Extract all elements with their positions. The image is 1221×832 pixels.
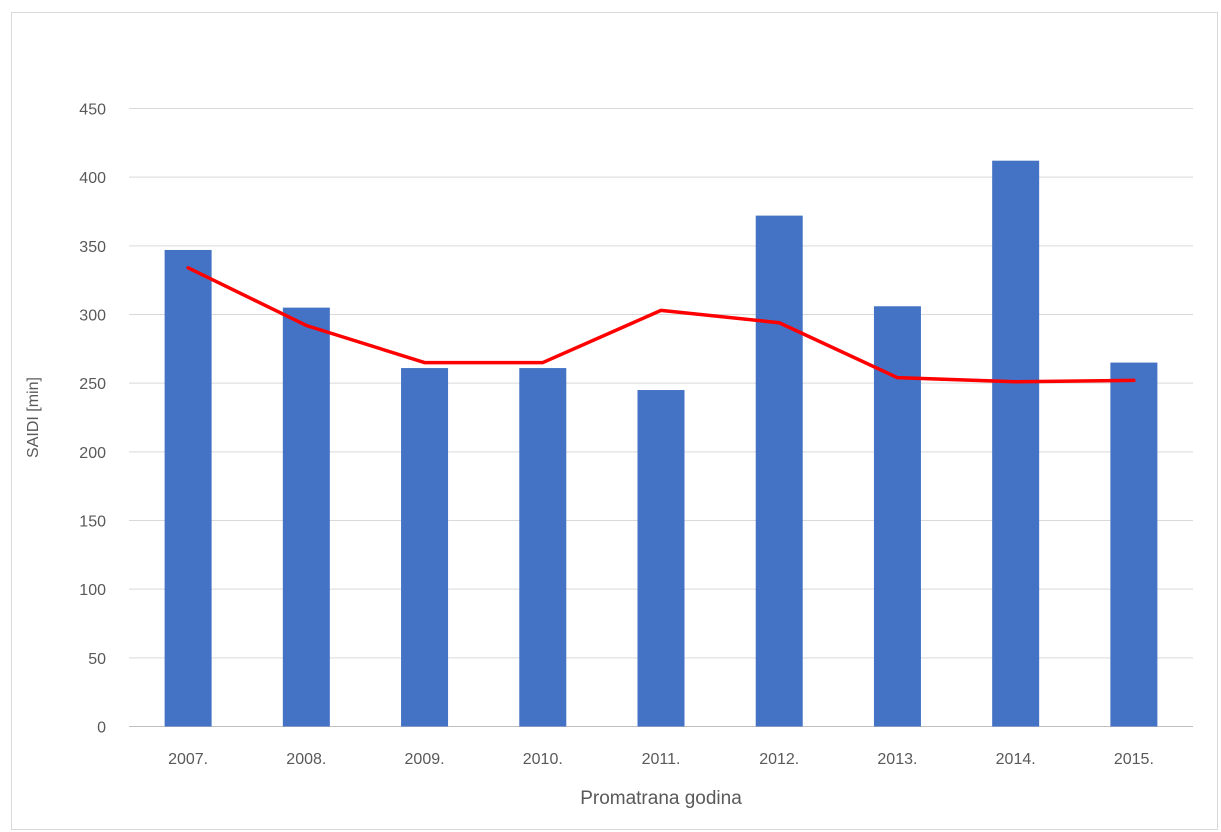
x-axis-ticks: 2007. 2008. 2009. 2010. 2011. 2012. 2013. 2014.… [168,751,1154,768]
x-tick-label: 2013. [877,751,917,768]
bar [992,160,1040,727]
y-tick-label: 100 [79,582,106,599]
x-tick-label: 2010. [523,751,563,768]
bar [755,215,803,727]
x-tick-label: 2012. [759,751,799,768]
y-tick-label: 250 [79,376,106,393]
y-tick-label: 50 [88,651,106,668]
y-tick-label: 0 [97,720,106,737]
x-tick-label: 2007. [168,751,208,768]
bar [1110,362,1158,727]
bar [637,390,685,727]
y-tick-label: 400 [79,170,106,187]
x-tick-label: 2008. [286,751,326,768]
x-tick-label: 2015. [1114,751,1154,768]
y-axis-title: SAIDI [min] [25,377,42,458]
y-tick-label: 450 [79,102,106,119]
x-axis-title: Promatrana godina [580,788,742,809]
line-series-path [186,266,1136,384]
bar [282,307,330,727]
x-tick-label: 2014. [996,751,1036,768]
bar [519,368,567,727]
y-axis-ticks: 0 50 100 150 200 250 300 350 400 450 [79,102,106,737]
line-series [186,266,1136,384]
bar [401,368,449,727]
bar-series [164,160,1158,727]
x-tick-label: 2009. [405,751,445,768]
y-tick-label: 200 [79,445,106,462]
bar [164,249,212,727]
y-tick-label: 300 [79,308,106,325]
y-tick-label: 350 [79,239,106,256]
x-tick-label: 2011. [642,751,681,768]
y-tick-label: 150 [79,514,106,531]
